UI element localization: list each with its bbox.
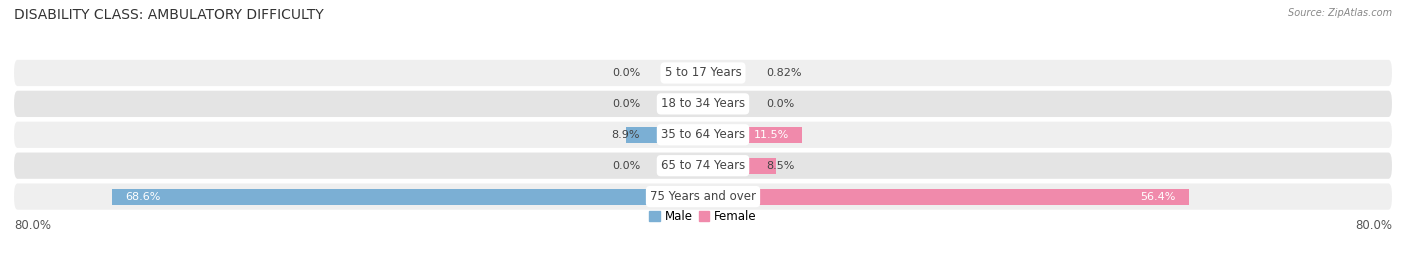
Text: 0.0%: 0.0% <box>612 161 640 171</box>
Bar <box>682 158 703 174</box>
Text: 5 to 17 Years: 5 to 17 Years <box>665 66 741 80</box>
Text: 35 to 64 Years: 35 to 64 Years <box>661 128 745 141</box>
Text: 80.0%: 80.0% <box>1355 219 1392 232</box>
FancyBboxPatch shape <box>14 91 1392 117</box>
Bar <box>112 189 703 204</box>
Bar <box>703 96 724 112</box>
Bar <box>682 65 703 81</box>
Text: 80.0%: 80.0% <box>14 219 51 232</box>
Text: 0.0%: 0.0% <box>766 99 794 109</box>
Text: 0.82%: 0.82% <box>766 68 801 78</box>
Text: 56.4%: 56.4% <box>1140 192 1175 202</box>
Text: 75 Years and over: 75 Years and over <box>650 190 756 203</box>
Text: 0.0%: 0.0% <box>612 68 640 78</box>
FancyBboxPatch shape <box>14 60 1392 86</box>
Bar <box>703 127 801 143</box>
FancyBboxPatch shape <box>14 152 1392 179</box>
Bar <box>703 189 1188 204</box>
Bar <box>703 65 710 81</box>
Text: 8.9%: 8.9% <box>612 130 640 140</box>
FancyBboxPatch shape <box>14 122 1392 148</box>
Text: Source: ZipAtlas.com: Source: ZipAtlas.com <box>1288 8 1392 18</box>
Text: DISABILITY CLASS: AMBULATORY DIFFICULTY: DISABILITY CLASS: AMBULATORY DIFFICULTY <box>14 8 323 22</box>
Text: 68.6%: 68.6% <box>125 192 160 202</box>
Bar <box>682 96 703 112</box>
Bar <box>626 127 703 143</box>
Text: 8.5%: 8.5% <box>766 161 794 171</box>
Text: 0.0%: 0.0% <box>612 99 640 109</box>
Text: 18 to 34 Years: 18 to 34 Years <box>661 97 745 110</box>
Text: 11.5%: 11.5% <box>754 130 789 140</box>
Text: 65 to 74 Years: 65 to 74 Years <box>661 159 745 172</box>
FancyBboxPatch shape <box>14 184 1392 210</box>
Legend: Male, Female: Male, Female <box>645 205 761 228</box>
Bar <box>703 158 776 174</box>
